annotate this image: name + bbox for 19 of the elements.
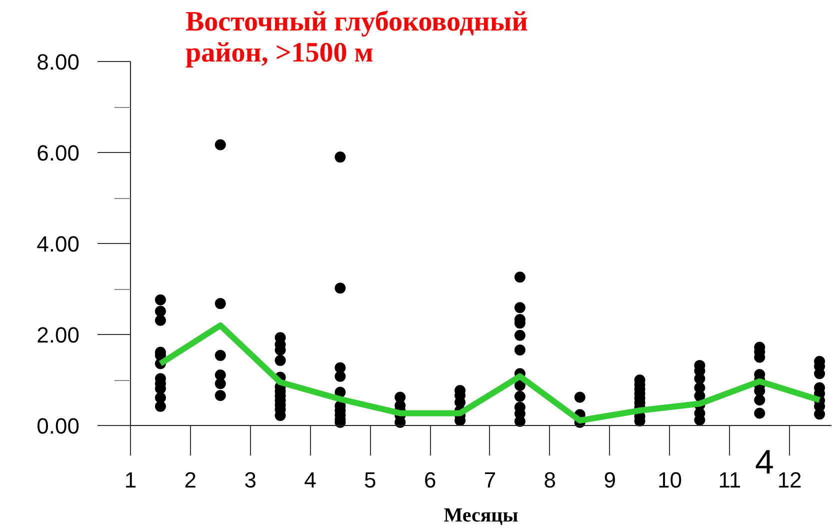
x-tick-label: 6 [424, 468, 436, 492]
x-tick-label: 5 [364, 468, 376, 492]
y-tick-label: 2.00 [36, 322, 80, 348]
x-tick-label: 11 [718, 468, 742, 492]
x-tick-label: 12 [777, 468, 802, 492]
x-tick-label: 9 [604, 468, 616, 492]
x-tick-label: 2 [184, 468, 197, 492]
x-tick-label: 4 [304, 468, 316, 492]
chart-title: Восточный глубоководный район, >1500 м [186, 6, 528, 68]
y-tick-label: 4.00 [36, 232, 80, 256]
x-tick-label: 10 [657, 468, 682, 492]
x-tick-label: 1 [124, 468, 137, 492]
y-tick-label: 0.00 [36, 414, 80, 438]
x-tick-label: 7 [484, 468, 496, 492]
x-tick-label: 8 [544, 468, 556, 492]
x-tick-label: 3 [244, 468, 256, 492]
y-tick-label: 8.00 [36, 50, 80, 74]
x-axis-title: Месяцы [444, 504, 519, 526]
y-tick-label: 6.00 [36, 140, 80, 166]
